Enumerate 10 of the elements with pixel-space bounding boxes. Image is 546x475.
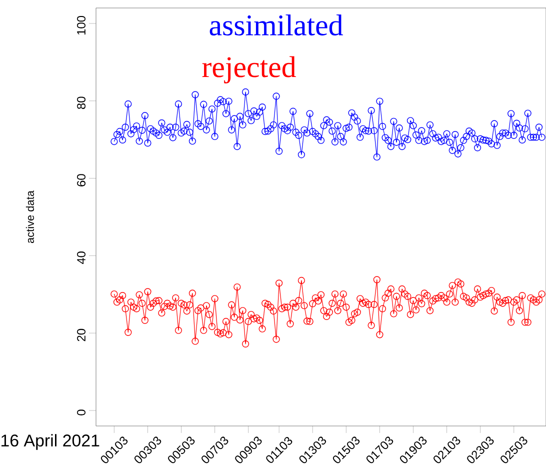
text: 16 April 2021	[2, 434, 100, 450]
series-label: assimilated	[210, 14, 343, 36]
text: rejected	[202, 56, 296, 84]
y-tick-label: 20	[77, 328, 86, 342]
y-tick-label: 60	[77, 174, 86, 186]
y-axis-title: active data	[26, 190, 34, 244]
y-tick-label: 40	[77, 252, 86, 264]
y-tick-label: 100	[77, 16, 86, 35]
y-tick-label: 80	[77, 96, 86, 110]
y-tick-label: 0	[77, 410, 86, 416]
